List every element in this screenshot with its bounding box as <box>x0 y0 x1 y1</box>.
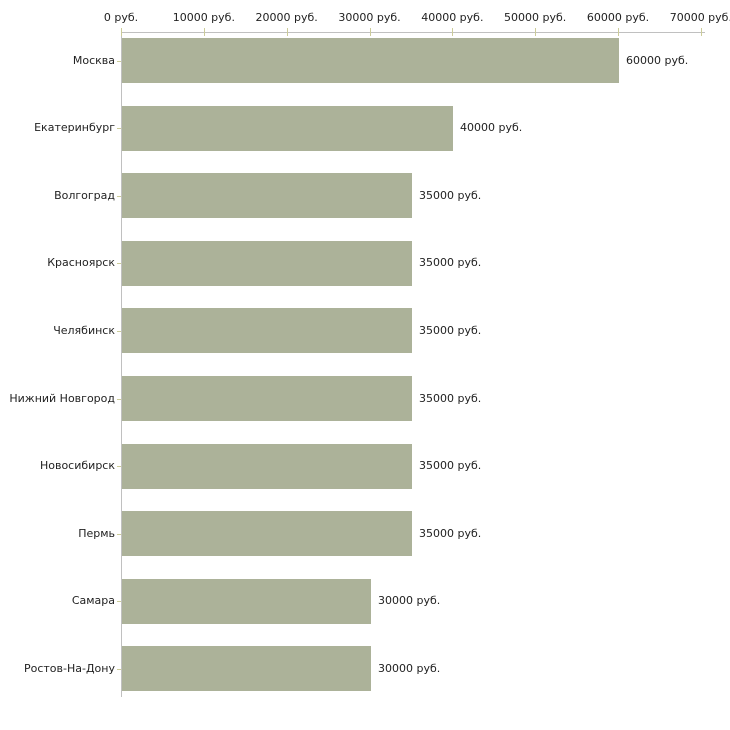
y-axis-tick-mark <box>117 534 121 535</box>
y-axis-tick-mark <box>117 196 121 197</box>
y-axis-category-label: Екатеринбург <box>34 121 115 134</box>
y-axis-category-label: Москва <box>72 54 115 67</box>
x-axis-tick-mark <box>204 28 205 36</box>
y-axis-tick-mark <box>117 399 121 400</box>
x-axis-line <box>121 32 705 33</box>
bar <box>122 511 412 556</box>
bar-value-label: 60000 руб. <box>626 54 689 67</box>
x-axis-tick-label: 60000 руб. <box>586 11 650 24</box>
y-axis-tick-mark <box>117 466 121 467</box>
bar-value-label: 30000 руб. <box>378 594 441 607</box>
x-axis-tick-mark <box>452 28 453 36</box>
bar-value-label: 35000 руб. <box>419 324 482 337</box>
y-axis-category-label: Самара <box>71 594 115 607</box>
y-axis-tick-mark <box>117 601 121 602</box>
bar-value-label: 30000 руб. <box>378 662 441 675</box>
y-axis-category-label: Челябинск <box>53 324 115 337</box>
x-axis-tick-mark <box>121 28 122 36</box>
y-axis-category-label: Ростов-На-Дону <box>23 662 115 675</box>
x-axis-tick-label: 40000 руб. <box>421 11 484 24</box>
y-axis-category-label: Красноярск <box>47 256 115 269</box>
y-axis-category-label: Пермь <box>78 527 115 540</box>
y-axis-tick-mark <box>117 263 121 264</box>
y-axis-line <box>121 28 122 697</box>
bar <box>122 579 371 624</box>
x-axis-tick-label: 30000 руб. <box>338 11 401 24</box>
bar <box>122 646 371 691</box>
x-axis-tick-mark <box>287 28 288 36</box>
bar <box>122 376 412 421</box>
bar-value-label: 35000 руб. <box>419 459 482 472</box>
y-axis-tick-mark <box>117 61 121 62</box>
bar-value-label: 35000 руб. <box>419 392 482 405</box>
y-axis-tick-mark <box>117 669 121 670</box>
bar <box>122 38 619 83</box>
x-axis-tick-label: 50000 руб. <box>504 11 567 24</box>
x-axis-tick-mark <box>701 28 702 36</box>
bar <box>122 173 412 218</box>
bar <box>122 444 412 489</box>
bar <box>122 241 412 286</box>
y-axis-category-label: Новосибирск <box>39 459 115 472</box>
x-axis-tick-mark <box>370 28 371 36</box>
y-axis-tick-mark <box>117 128 121 129</box>
y-axis-category-label: Волгоград <box>54 189 115 202</box>
x-axis-tick-mark <box>618 28 619 36</box>
bar-value-label: 40000 руб. <box>460 121 523 134</box>
bar-value-label: 35000 руб. <box>419 189 482 202</box>
x-axis-tick-label: 0 руб. <box>103 11 139 24</box>
x-axis-tick-label: 70000 руб. <box>669 11 730 24</box>
x-axis-tick-mark <box>535 28 536 36</box>
x-axis-tick-label: 10000 руб. <box>172 11 235 24</box>
bar-value-label: 35000 руб. <box>419 256 482 269</box>
y-axis-category-label: Нижний Новгород <box>9 392 115 405</box>
bar <box>122 106 453 151</box>
bar <box>122 308 412 353</box>
y-axis-tick-mark <box>117 331 121 332</box>
x-axis-tick-label: 20000 руб. <box>255 11 318 24</box>
bar-value-label: 35000 руб. <box>419 527 482 540</box>
